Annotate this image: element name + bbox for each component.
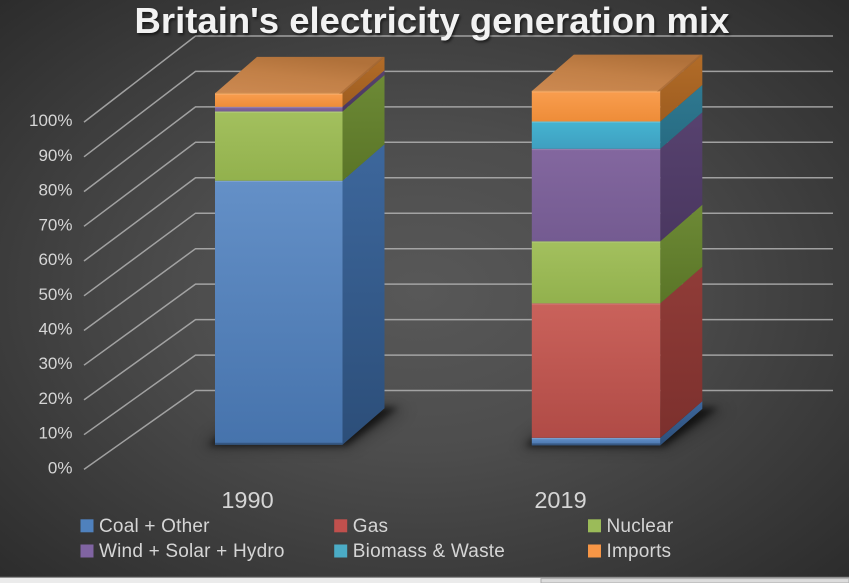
svg-text:50%: 50% xyxy=(38,285,72,304)
svg-text:60%: 60% xyxy=(38,250,72,269)
svg-text:70%: 70% xyxy=(38,215,72,234)
svg-text:0%: 0% xyxy=(48,458,73,477)
svg-text:40%: 40% xyxy=(38,320,72,339)
svg-text:30%: 30% xyxy=(38,354,72,373)
svg-text:80%: 80% xyxy=(38,181,72,200)
svg-text:Wind + Solar + Hydro: Wind + Solar + Hydro xyxy=(99,541,285,562)
svg-text:2019: 2019 xyxy=(534,487,586,513)
svg-text:100%: 100% xyxy=(29,111,72,130)
svg-text:90%: 90% xyxy=(38,146,72,165)
svg-text:1990: 1990 xyxy=(221,487,273,513)
svg-text:20%: 20% xyxy=(38,389,72,408)
svg-text:Coal + Other: Coal + Other xyxy=(99,516,210,537)
svg-text:Nuclear: Nuclear xyxy=(607,516,674,537)
svg-text:Imports: Imports xyxy=(607,541,672,562)
svg-text:10%: 10% xyxy=(38,424,72,443)
svg-text:Biomass & Waste: Biomass & Waste xyxy=(353,541,505,562)
svg-text:Britain's electricity generati: Britain's electricity generation mix xyxy=(135,0,731,41)
svg-text:Gas: Gas xyxy=(353,516,388,537)
